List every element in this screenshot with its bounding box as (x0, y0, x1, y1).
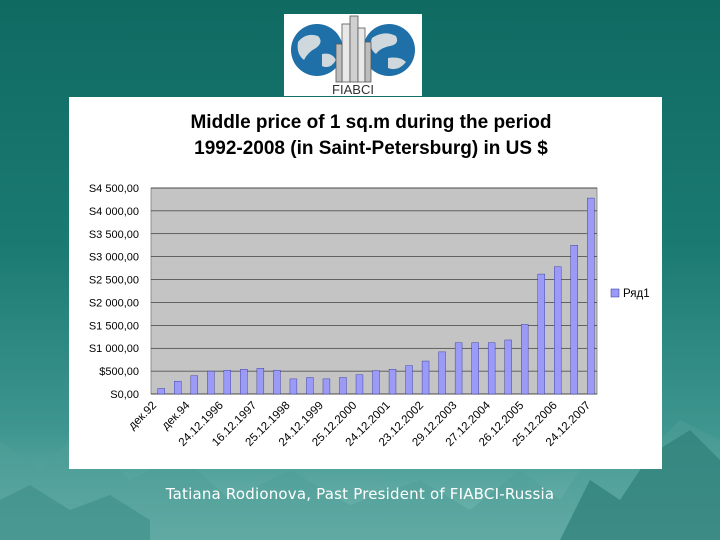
y-tick-label: S2 000,00 (89, 297, 139, 309)
y-tick-label: S3 000,00 (89, 252, 139, 264)
plot-area (150, 187, 598, 395)
bar (388, 369, 397, 395)
bar (520, 324, 529, 395)
bar (240, 369, 248, 395)
bar (537, 273, 545, 395)
bar (471, 342, 479, 395)
bar (256, 368, 265, 395)
bar (157, 388, 165, 395)
y-tick-label: S0,00 (110, 389, 139, 401)
fiabci-logo-graphic: FIABCI (291, 15, 415, 96)
bar (289, 378, 298, 395)
bar (273, 369, 281, 395)
bar (421, 360, 430, 395)
y-tick-label: S4 500,00 (89, 183, 139, 195)
legend (609, 285, 661, 303)
x-tick-label: дек.94 (160, 399, 193, 432)
footer-credit: Tatiana Rodionova, Past President of FIA… (165, 485, 555, 503)
price-bar-chart: Middle price of 1 sq.m during the period… (89, 112, 661, 449)
chart-panel: Middle price of 1 sq.m during the period… (69, 97, 662, 469)
bar (587, 197, 595, 395)
bar (504, 339, 512, 395)
y-tick-label: S2 500,00 (89, 275, 139, 287)
bar (438, 351, 446, 395)
bar (306, 377, 314, 395)
bar (372, 370, 380, 395)
logo-text: FIABCI (332, 82, 374, 96)
bar (190, 375, 198, 395)
legend-label: Ряд1 (623, 288, 650, 300)
y-tick-label: S1 000,00 (89, 343, 139, 355)
bar (174, 380, 182, 395)
bar (339, 377, 347, 395)
y-tick-label: S1 500,00 (89, 320, 139, 332)
bar (355, 374, 364, 395)
x-tick-label: дек.92 (127, 400, 160, 433)
chart-title-line-1: Middle price of 1 sq.m during the period (190, 112, 551, 133)
bar (207, 370, 215, 395)
chart-title-line-2: 1992-2008 (in Saint-Petersburg) in US $ (194, 138, 548, 159)
bar (554, 266, 562, 395)
y-tick-label: $500,00 (99, 366, 139, 378)
y-tick-label: S4 000,00 (89, 206, 139, 218)
bar (570, 245, 578, 395)
bar (223, 369, 232, 395)
fiabci-logo: FIABCI (284, 14, 422, 96)
y-tick-label: S3 500,00 (89, 229, 139, 241)
bar (487, 342, 496, 395)
legend-swatch (610, 288, 620, 298)
bar (454, 342, 463, 395)
bar (405, 365, 413, 395)
bar (322, 378, 331, 395)
